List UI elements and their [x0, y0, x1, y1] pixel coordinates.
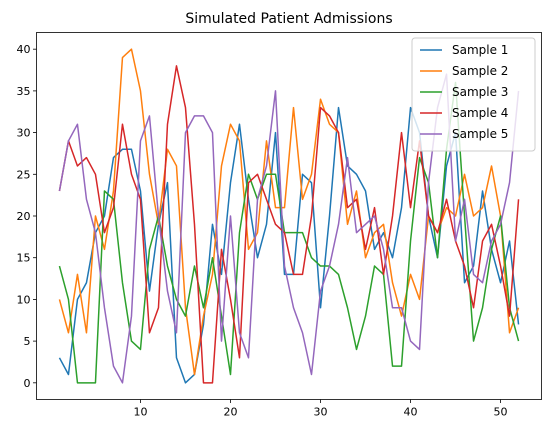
y-tick-label: 15 — [17, 252, 31, 265]
legend-label-3: Sample 3 — [452, 85, 508, 99]
legend-label-4: Sample 4 — [452, 106, 508, 120]
legend-label-5: Sample 5 — [452, 127, 508, 141]
y-tick-label: 25 — [17, 168, 31, 181]
x-tick-label: 30 — [314, 406, 328, 419]
x-tick-label: 50 — [494, 406, 508, 419]
chart-title: Simulated Patient Admissions — [185, 11, 392, 27]
legend: Sample 1 Sample 2 Sample 3 Sample 4 Sample 5 — [412, 38, 535, 151]
y-tick-label: 10 — [17, 293, 31, 306]
legend-label-2: Sample 2 — [452, 64, 508, 78]
x-tick-label: 10 — [133, 406, 147, 419]
y-tick-label: 40 — [17, 43, 31, 56]
y-tick-label: 5 — [24, 335, 31, 348]
y-tick-label: 0 — [24, 377, 31, 390]
y-tick-label: 20 — [17, 210, 31, 223]
y-tick-label: 30 — [17, 127, 31, 140]
legend-label-1: Sample 1 — [452, 43, 508, 57]
y-tick-label: 35 — [17, 85, 31, 98]
x-tick-label: 40 — [404, 406, 418, 419]
x-tick-label: 20 — [223, 406, 237, 419]
